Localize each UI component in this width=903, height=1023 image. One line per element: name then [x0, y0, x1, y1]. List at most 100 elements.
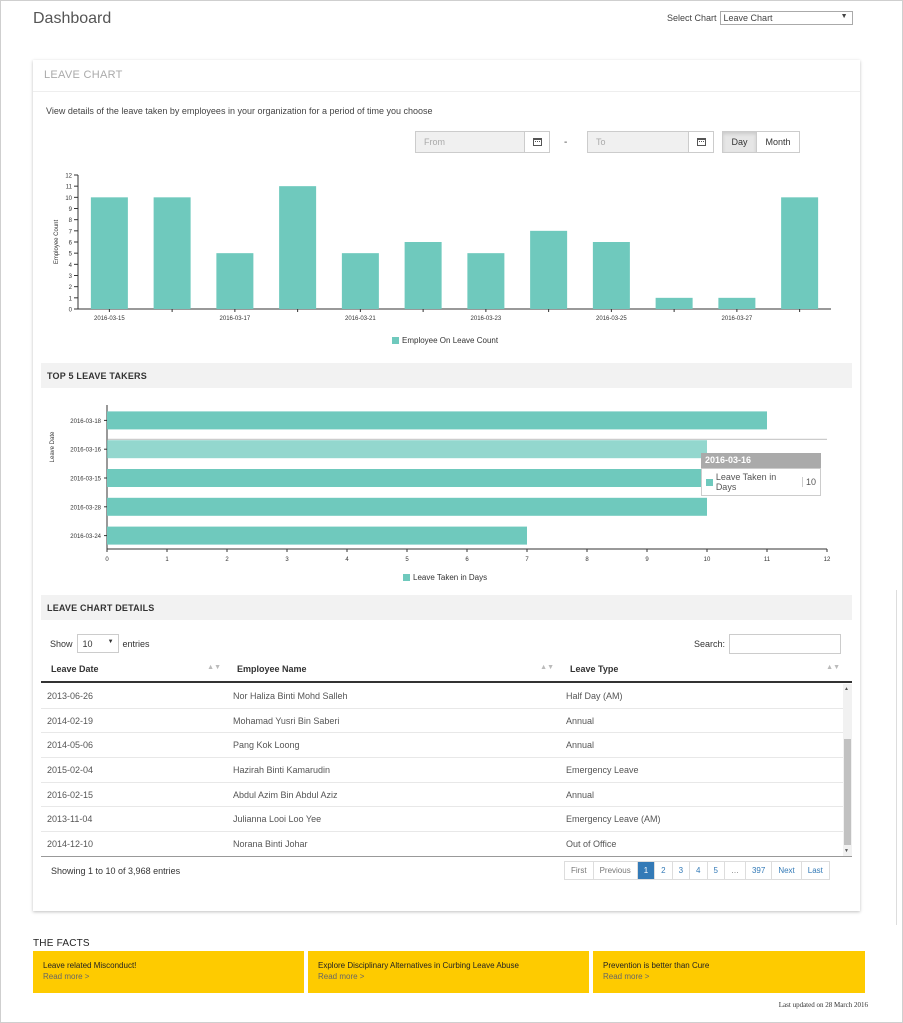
table-row[interactable]: 2016-02-15 Abdul Azim Bin Abdul Aziz Annua…	[41, 783, 843, 808]
page-link-last[interactable]: Last	[807, 866, 823, 875]
y-tick-label: 8	[69, 218, 73, 224]
page-link-1[interactable]: 1	[637, 862, 656, 879]
table-bottom-border	[41, 856, 852, 857]
scrollbar-thumb[interactable]	[844, 739, 851, 845]
y-tick-label: 2016-03-15	[70, 477, 101, 483]
leave-date-cell: 2014-02-19	[47, 715, 94, 726]
show-label: Show	[50, 638, 73, 649]
leave-chart-title: LEAVE CHART	[44, 69, 123, 81]
to-calendar-button[interactable]	[688, 131, 714, 153]
details-title: LEAVE CHART DETAILS	[41, 595, 852, 620]
x-tick-label: 2016-03-17	[220, 316, 251, 322]
column-header-label: Leave Date	[51, 664, 99, 674]
page-link-ellipsis: …	[725, 862, 746, 879]
employee-name-cell: Abdul Azim Bin Abdul Aziz	[233, 789, 338, 800]
x-tick-label: 1	[165, 557, 169, 563]
x-tick-label: 3	[285, 557, 289, 563]
leave-chart-card: LEAVE CHART View details of the leave ta…	[33, 60, 860, 911]
table-body: 2013-06-26 Nor Haliza Binti Mohd Salleh Ha…	[41, 684, 843, 856]
page-link-3[interactable]: 3	[673, 862, 691, 879]
x-tick-label: 2016-03-15	[94, 316, 125, 322]
x-tick-label: 8	[585, 557, 589, 563]
y-tick-label: 2016-03-28	[70, 505, 101, 511]
y-axis-label: Leave Date	[50, 431, 56, 462]
card-divider	[33, 91, 860, 92]
table-row[interactable]: 2014-05-06 Pang Kok Loong Annual	[41, 733, 843, 759]
fact-card[interactable]: Explore Disciplinary Alternatives in Cur…	[308, 951, 589, 993]
bar	[655, 297, 693, 309]
leave-date-cell: 2014-05-06	[47, 740, 94, 751]
page-link-next[interactable]: Next	[772, 862, 802, 879]
tooltip-title: 2016-03-16	[701, 453, 821, 468]
page-link-397[interactable]: 397	[746, 862, 773, 879]
column-header-leave-date[interactable]: Leave Date ▲▼	[41, 658, 227, 681]
table-search: Search:	[694, 634, 842, 654]
bar	[153, 197, 191, 309]
pagination: First Previous 1 2 3 4 5… 397 Next Last	[564, 861, 830, 880]
bar	[530, 230, 568, 309]
employee-name-cell: Norana Binti Johar	[233, 838, 308, 849]
employee-name-cell: Mohamad Yusri Bin Saberi	[233, 715, 340, 726]
y-tick-label: 7	[69, 229, 73, 235]
fact-card[interactable]: Prevention is better than Cure Read more…	[593, 951, 865, 993]
from-date-input[interactable]: From	[415, 131, 525, 153]
bar	[107, 526, 527, 545]
x-tick-label: 7	[525, 557, 529, 563]
last-updated: Last updated on 28 March 2016	[778, 1001, 868, 1009]
x-tick-label: 2016-03-25	[596, 316, 627, 322]
scroll-up-icon[interactable]: ▲	[844, 686, 849, 692]
table-row[interactable]: 2013-11-04 Julianna Looi Loo Yee Emergency…	[41, 807, 843, 833]
month-toggle[interactable]: Month	[756, 131, 800, 153]
calendar-icon	[696, 138, 706, 146]
page-link-first[interactable]: First	[565, 862, 594, 879]
leave-type-cell: Emergency Leave (AM)	[566, 814, 661, 825]
table-row[interactable]: 2015-02-04 Hazirah Binti Kamarudin Emergen…	[41, 758, 843, 783]
y-tick-label: 2016-03-18	[70, 419, 101, 425]
leave-date-cell: 2016-02-15	[47, 789, 94, 800]
page-link-2[interactable]: 2	[655, 862, 673, 879]
read-more-link[interactable]: Read more >	[43, 972, 90, 981]
y-tick-label: 5	[69, 252, 73, 258]
tooltip-swatch	[706, 478, 713, 486]
leave-chart-description: View details of the leave taken by emplo…	[46, 106, 433, 116]
day-toggle[interactable]: Day	[722, 131, 757, 153]
table-row[interactable]: 2014-02-19 Mohamad Yusri Bin Saberi Annual	[41, 709, 843, 734]
from-calendar-button[interactable]	[524, 131, 550, 153]
read-more-link[interactable]: Read more >	[603, 972, 650, 981]
y-tick-label: 0	[69, 308, 73, 314]
page-title: Dashboard	[33, 10, 112, 27]
chart-tooltip: 2016-03-16 Leave Taken in Days 10	[701, 453, 821, 496]
to-date-input[interactable]: To	[587, 131, 689, 153]
facts-title: THE FACTS	[33, 938, 90, 949]
column-header-leave-type[interactable]: Leave Type ▲▼	[560, 658, 846, 681]
column-header-employee-name[interactable]: Employee Name ▲▼	[227, 658, 560, 681]
page-link-5[interactable]: 5	[708, 862, 725, 879]
table-scrollbar[interactable]: ▲ ▼	[843, 684, 852, 856]
tooltip-label: Leave Taken in Days	[715, 472, 777, 492]
search-input[interactable]	[729, 634, 842, 654]
page-link-4[interactable]: 4	[690, 862, 708, 879]
chart-select[interactable]: Leave Chart ▼	[719, 11, 853, 25]
bar	[107, 497, 707, 516]
entries-select-value: 10	[82, 639, 93, 649]
top5-title: TOP 5 LEAVE TAKERS	[41, 363, 852, 388]
entries-select[interactable]: 10 ▼	[76, 634, 119, 653]
table-header: Leave Date ▲▼ Employee Name ▲▼ Leave Typ…	[41, 658, 852, 683]
y-tick-label: 6	[69, 241, 73, 247]
scroll-down-icon[interactable]: ▼	[844, 848, 849, 854]
leave-date-cell: 2015-02-04	[47, 764, 94, 775]
table-row[interactable]: 2014-12-10 Norana Binti Johar Out of Offic…	[41, 832, 843, 856]
table-row[interactable]: 2013-06-26 Nor Haliza Binti Mohd Salleh Ha…	[41, 684, 843, 709]
page-link-previous[interactable]: Previous	[594, 862, 638, 879]
y-tick-label: 12	[65, 174, 72, 180]
tooltip-value: 10	[801, 477, 816, 487]
employee-name-cell: Pang Kok Loong	[233, 740, 300, 751]
read-more-link[interactable]: Read more >	[318, 972, 365, 981]
y-tick-label: 10	[65, 196, 72, 202]
bar	[467, 253, 505, 309]
fact-card[interactable]: Leave related Misconduct! Read more >	[33, 951, 304, 993]
leave-type-cell: Half Day (AM)	[566, 690, 623, 701]
bar	[404, 242, 442, 309]
